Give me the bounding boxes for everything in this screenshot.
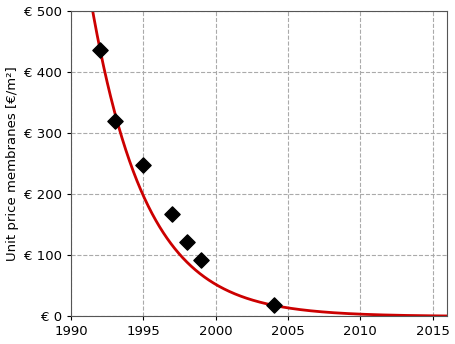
Y-axis label: Unit price membranes [€/m²]: Unit price membranes [€/m²] bbox=[5, 66, 19, 261]
Point bbox=[168, 212, 176, 217]
Point bbox=[111, 118, 118, 123]
Point bbox=[140, 162, 147, 168]
Point bbox=[183, 239, 190, 245]
Point bbox=[269, 303, 277, 308]
Point bbox=[96, 47, 103, 53]
Point bbox=[197, 257, 204, 262]
